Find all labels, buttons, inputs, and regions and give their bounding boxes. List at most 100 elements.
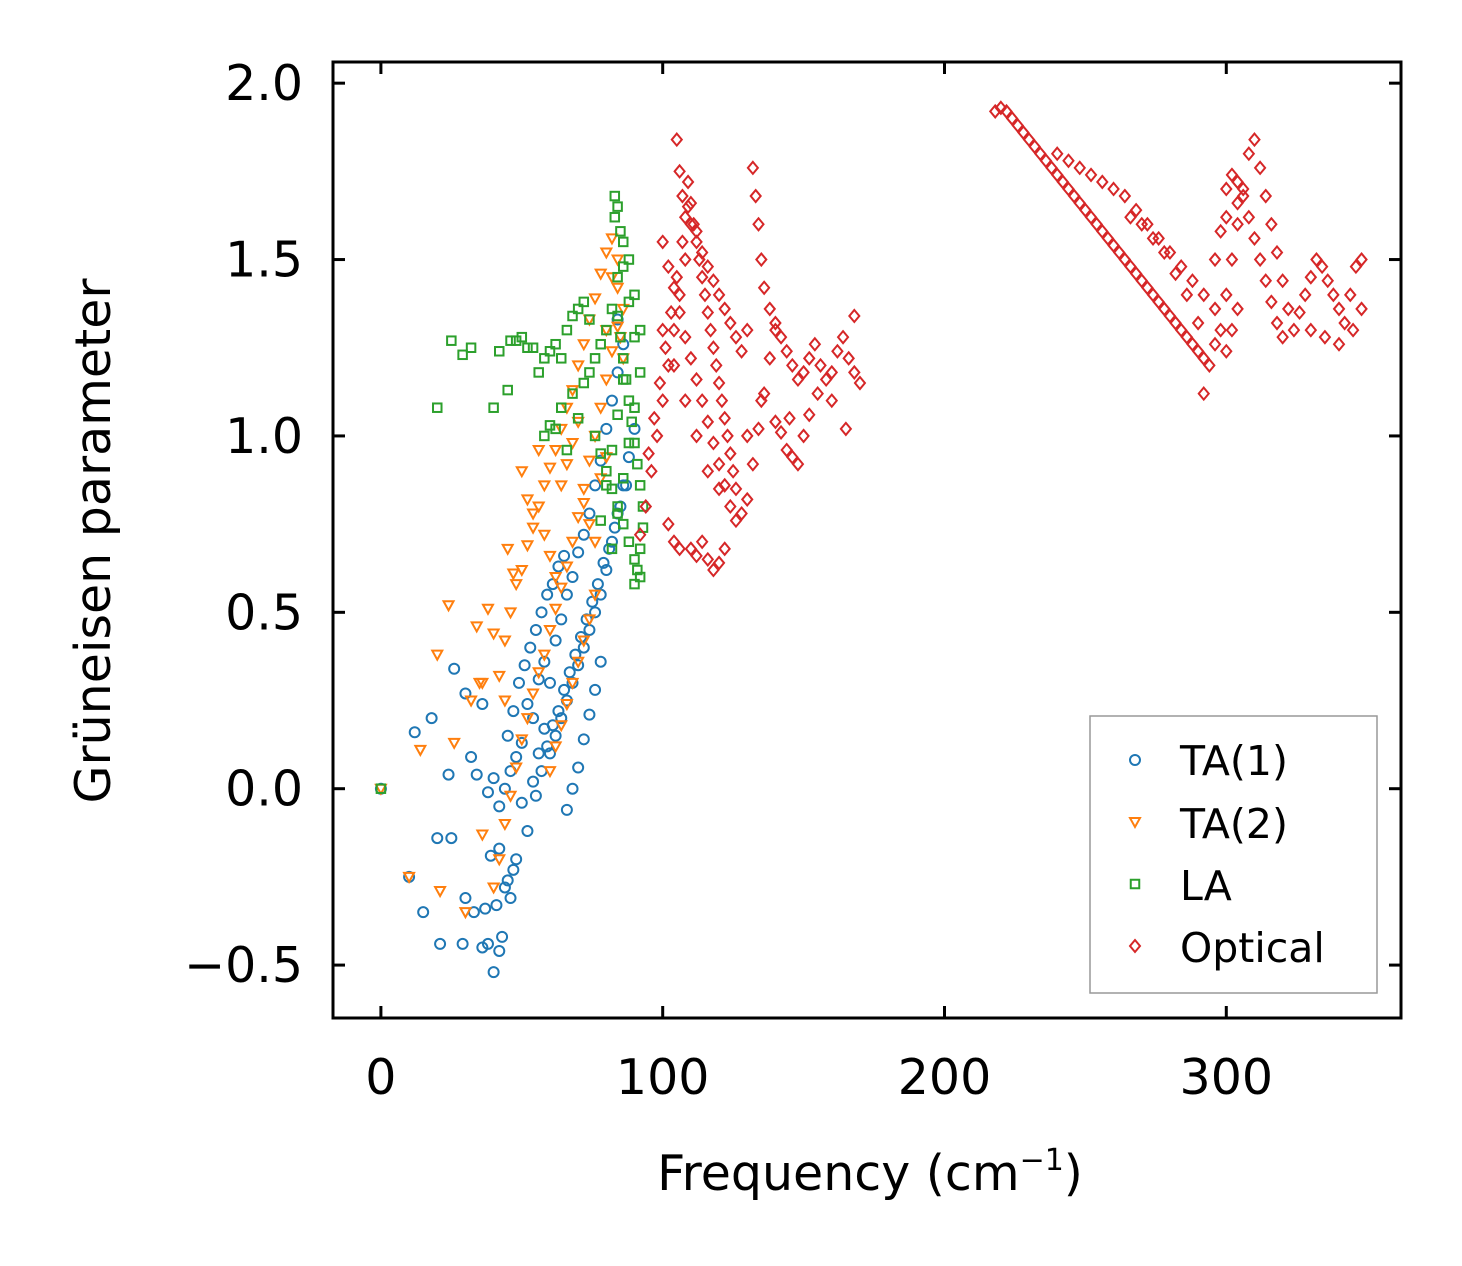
data-point-optical xyxy=(1276,329,1289,345)
data-point-optical xyxy=(664,304,678,321)
data-point-optical xyxy=(687,216,700,232)
data-point-optical xyxy=(667,322,681,338)
data-point-optical xyxy=(681,199,695,215)
data-point-optical xyxy=(1191,315,1205,331)
data-point-optical xyxy=(695,244,709,261)
data-point-ta-1 xyxy=(555,712,568,725)
data-point-la xyxy=(634,480,646,491)
data-point-optical xyxy=(853,375,867,391)
data-point-ta-1 xyxy=(425,712,438,725)
data-point-ta-2 xyxy=(532,667,546,680)
data-point-optical xyxy=(757,386,771,402)
data-point-ta-2 xyxy=(506,568,521,581)
data-point-optical xyxy=(673,304,686,321)
data-point-optical xyxy=(1231,174,1244,190)
data-point-optical xyxy=(811,386,824,402)
data-point-optical xyxy=(718,301,731,317)
data-point-la xyxy=(626,416,637,428)
data-point-optical xyxy=(1327,287,1340,303)
data-point-ta-2 xyxy=(526,688,540,701)
data-point-optical xyxy=(802,350,816,366)
data-point-optical xyxy=(1124,209,1137,225)
data-point-ta-1 xyxy=(589,479,602,492)
data-point-optical xyxy=(656,322,670,338)
data-point-ta-2 xyxy=(582,519,597,532)
data-point-optical xyxy=(695,393,709,409)
data-point-la xyxy=(502,384,513,396)
data-point-ta-2 xyxy=(571,512,585,525)
data-point-optical xyxy=(690,234,703,250)
data-point-ta-2 xyxy=(520,494,535,507)
data-point-optical xyxy=(659,340,672,356)
data-point-optical xyxy=(783,410,796,426)
data-point-optical xyxy=(707,562,720,578)
data-point-ta-2 xyxy=(543,624,557,638)
data-point-ta-1 xyxy=(510,750,523,763)
data-point-la xyxy=(465,342,477,353)
data-point-optical xyxy=(1214,223,1227,239)
data-point-ta-1 xyxy=(476,698,489,711)
data-point-la xyxy=(617,473,629,484)
data-point-ta-1 xyxy=(487,772,500,785)
data-point-ta-2 xyxy=(610,321,625,334)
data-point-la xyxy=(595,515,606,526)
data-point-optical xyxy=(712,375,726,391)
data-point-la xyxy=(505,335,516,346)
data-point-optical xyxy=(698,287,712,303)
data-point-la xyxy=(609,211,621,223)
data-point-optical xyxy=(1073,195,1087,211)
data-point-optical xyxy=(1180,329,1194,345)
data-point-ta-2 xyxy=(492,670,506,683)
data-point-optical xyxy=(1231,195,1244,211)
data-point-optical xyxy=(808,336,822,352)
data-point-optical xyxy=(729,513,743,529)
data-point-optical xyxy=(1276,273,1289,289)
data-point-optical xyxy=(1225,322,1239,338)
data-point-ta-2 xyxy=(481,603,495,616)
data-point-ta-2 xyxy=(532,501,546,514)
data-point-optical xyxy=(707,273,720,289)
data-point-ta-1 xyxy=(510,853,523,866)
data-point-optical xyxy=(842,350,855,366)
data-point-optical xyxy=(1095,174,1109,190)
data-point-optical xyxy=(1332,301,1346,317)
data-point-optical xyxy=(701,463,715,479)
data-point-optical xyxy=(825,393,839,409)
data-point-ta-2 xyxy=(433,886,447,899)
data-point-ta-2 xyxy=(543,550,557,563)
data-point-ta-2 xyxy=(605,272,619,285)
data-point-optical xyxy=(667,357,681,373)
data-point-optical xyxy=(786,357,799,373)
data-point-ta-2 xyxy=(588,589,602,602)
data-point-la xyxy=(572,413,584,424)
data-point-optical xyxy=(1084,209,1098,225)
data-point-la xyxy=(629,289,640,301)
data-point-optical xyxy=(690,428,703,444)
data-point-ta-2 xyxy=(472,677,487,690)
legend-markers xyxy=(1128,754,1142,954)
legend-marker-ta-1 xyxy=(1129,754,1141,766)
data-point-ta-1 xyxy=(490,899,503,912)
legend-marker-optical xyxy=(1128,938,1142,954)
data-point-ta-1 xyxy=(515,796,528,809)
data-point-ta-1 xyxy=(529,789,542,802)
data-point-optical xyxy=(1225,167,1239,183)
data-point-ta-1 xyxy=(597,556,610,569)
data-point-ta-2 xyxy=(492,854,506,867)
data-point-optical xyxy=(1135,273,1149,289)
data-point-optical xyxy=(656,393,670,409)
data-point-optical xyxy=(1050,146,1064,162)
data-point-optical xyxy=(1197,287,1211,303)
data-point-ta-2 xyxy=(616,303,630,316)
data-point-optical xyxy=(1062,153,1075,169)
data-point-ta-2 xyxy=(498,695,512,708)
data-point-ta-2 xyxy=(515,734,529,747)
data-point-optical xyxy=(774,424,788,440)
data-point-optical xyxy=(757,280,771,296)
data-point-optical xyxy=(673,163,686,179)
data-point-optical xyxy=(1039,153,1053,169)
data-point-la xyxy=(578,377,590,389)
data-point-optical xyxy=(839,421,853,437)
data-point-ta-2 xyxy=(486,882,501,895)
data-point-ta-2 xyxy=(610,254,625,267)
